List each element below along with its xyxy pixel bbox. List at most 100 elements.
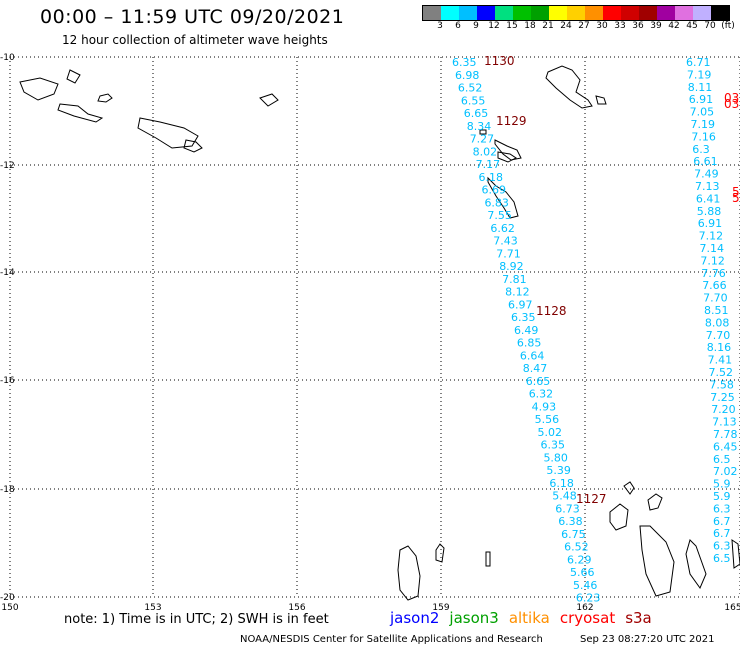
track-swh-value: 7.27 — [470, 133, 495, 146]
track-swh-value: 5.80 — [543, 451, 568, 464]
colorbar-swatch — [675, 6, 693, 20]
colorbar-swatch — [603, 6, 621, 20]
track-time-label: 1129 — [496, 114, 527, 128]
colorbar-label: 6 — [455, 21, 461, 31]
colorbar-swatch — [459, 6, 477, 20]
track-swh-value-right: 6.3 — [713, 502, 731, 515]
track-swh-value: 6.38 — [558, 515, 583, 528]
colorbar-label: 21 — [542, 21, 554, 31]
colorbar-label: 42 — [668, 21, 680, 31]
lat-tick-label: -12 — [0, 161, 15, 171]
track-swh-value-right: 6.71 — [686, 56, 711, 69]
lat-tick-label: -14 — [0, 268, 15, 278]
colorbar-label: 24 — [560, 21, 572, 31]
colorbar-swatch — [495, 6, 513, 20]
track-swh-value: 6.29 — [567, 553, 592, 566]
track-swh-value: 5.48 — [552, 490, 577, 503]
lon-tick-label: 150 — [1, 603, 18, 613]
track-swh-value-right: 7.66 — [702, 279, 727, 292]
track-swh-value: 4.93 — [532, 400, 557, 413]
track-swh-value-right: 7.70 — [703, 292, 728, 305]
footer-note: note: 1) Time is in UTC; 2) SWH is in fe… — [64, 612, 329, 627]
colorbar-label: 18 — [524, 21, 536, 31]
track-swh-value-right: 7.02 — [713, 465, 738, 478]
colorbar-label: 12 — [488, 21, 500, 31]
colorbar-swatch — [549, 6, 567, 20]
track-swh-value-right: 7.12 — [700, 254, 725, 267]
track-swh-value: 6.62 — [490, 222, 514, 235]
track-swh-value-right: 7.76 — [701, 267, 726, 280]
track-swh-value-right: 7.14 — [700, 242, 725, 255]
track-swh-value-right: 6.7 — [713, 527, 731, 540]
track-swh-value-right: 6.45 — [713, 440, 738, 453]
track-time-label: 1130 — [484, 54, 515, 68]
legend-jason2: jason2 — [390, 609, 440, 627]
colorbar-label: 3 — [437, 21, 443, 31]
lon-tick-label: 165 — [724, 603, 740, 613]
track-swh-value: 6.55 — [461, 94, 486, 107]
generation-timestamp: Sep 23 08:27:20 UTC 2021 — [580, 634, 715, 645]
coastline-outline — [485, 551, 491, 567]
track-swh-value-right: 7.58 — [709, 378, 734, 391]
track-swh-value: 6.69 — [482, 184, 507, 197]
page-title: 00:00 – 11:59 UTC 09/20/2021 — [40, 6, 345, 28]
track-red-label: 5 — [732, 185, 740, 199]
coastline-outline — [639, 525, 675, 597]
track-swh-value: 7.81 — [502, 273, 527, 286]
track-swh-value-right: 7.70 — [706, 329, 731, 342]
track-swh-value-right: 6.3 — [692, 143, 710, 156]
coastline-outline — [397, 545, 421, 601]
lat-tick-label: -18 — [0, 485, 15, 495]
page-subtitle: 12 hour collection of altimeter wave hei… — [62, 33, 328, 47]
colorbar-swatch — [441, 6, 459, 20]
track-swh-value-right: 6.41 — [696, 192, 721, 205]
track-swh-value: 5.39 — [546, 464, 571, 477]
track-swh-value: 5.56 — [535, 413, 560, 426]
colorbar-label: 36 — [632, 21, 644, 31]
track-red-label: 03 — [724, 91, 739, 105]
credit-text: NOAA/NESDIS Center for Satellite Applica… — [240, 634, 543, 645]
colorbar-label: 70 — [704, 21, 716, 31]
track-time-label: 1128 — [536, 304, 567, 318]
lon-tick-label: 156 — [288, 603, 305, 613]
track-swh-value: 5.46 — [573, 579, 598, 592]
track-swh-value: 6.98 — [455, 69, 480, 82]
track-swh-value-right: 6.91 — [689, 93, 714, 106]
track-swh-value: 6.65 — [464, 107, 489, 120]
lat-tick-label: -10 — [0, 53, 15, 63]
track-time-label: 1127 — [576, 492, 607, 506]
colorbar-label: 45 — [686, 21, 698, 31]
track-swh-value: 8.47 — [523, 362, 548, 375]
track-swh-value: 7.43 — [493, 235, 518, 248]
track-swh-value: 6.52 — [564, 541, 589, 554]
coastline-outline — [137, 117, 199, 149]
coastline-outline — [545, 65, 593, 109]
colorbar-swatch — [693, 6, 711, 20]
track-swh-value: 6.35 — [541, 439, 566, 452]
track-swh-value: 5.66 — [570, 566, 595, 579]
colorbar-swatch — [513, 6, 531, 20]
legend-jason3: jason3 — [449, 609, 499, 627]
track-swh-value: 6.32 — [529, 388, 554, 401]
lon-tick-label: 159 — [432, 603, 449, 613]
track-swh-value: 8.34 — [467, 120, 492, 133]
track-swh-value: 6.64 — [520, 349, 545, 362]
coastline-outline — [66, 69, 81, 84]
track-swh-value: 6.18 — [479, 171, 504, 184]
track-swh-value-right: 7.05 — [690, 106, 715, 119]
track-swh-value-right: 6.3 — [713, 540, 731, 553]
coastline-outline — [57, 103, 104, 123]
lat-tick-label: -16 — [0, 376, 15, 386]
coastline-outline — [479, 129, 487, 135]
track-swh-value-right: 7.12 — [699, 230, 724, 243]
track-swh-value-right: 6.5 — [713, 453, 731, 466]
track-swh-value: 5.02 — [538, 426, 563, 439]
track-swh-value-right: 8.08 — [705, 316, 730, 329]
coastline-outline — [609, 503, 629, 531]
track-swh-value-right: 7.19 — [687, 68, 712, 81]
coastline-outline — [595, 95, 607, 105]
legend-s3a: s3a — [625, 609, 652, 627]
track-swh-value: 6.35 — [452, 56, 477, 69]
track-swh-value: 6.49 — [514, 324, 539, 337]
coastline-outline — [685, 539, 707, 590]
